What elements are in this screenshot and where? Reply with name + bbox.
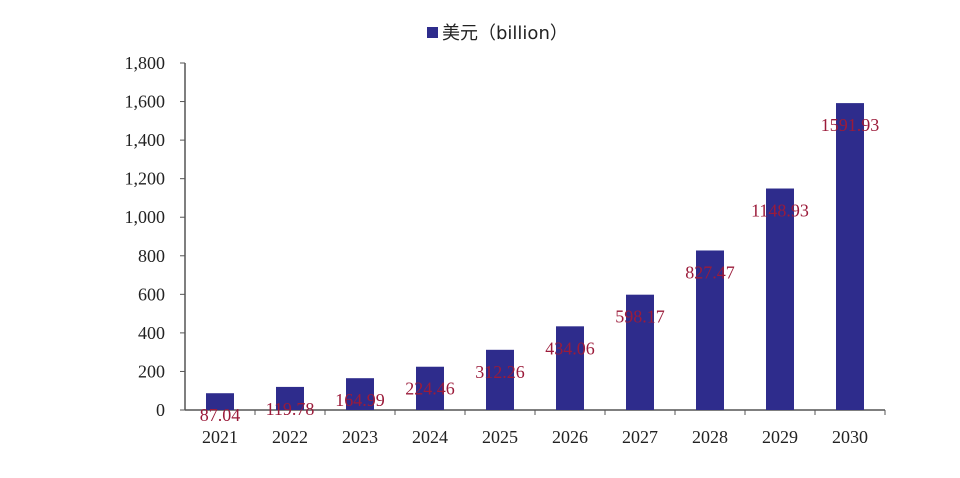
bar-2025: [486, 349, 514, 410]
data-label-2023: 164.99: [335, 390, 385, 410]
data-labels: 87.04 119.78 164.99 224.46 312.26 434.06 598.1…: [200, 115, 880, 425]
data-label-2022: 119.78: [266, 399, 315, 419]
y-tick-label: 1,600: [125, 92, 166, 112]
bar-2028: [696, 250, 724, 410]
y-tick-label: 800: [138, 246, 165, 266]
bar-2027: [626, 294, 654, 410]
y-tick-label: 1,200: [125, 169, 166, 189]
bar-2024: [416, 366, 444, 410]
legend-label: 美元（billion）: [442, 23, 568, 44]
bar-2029: [766, 188, 794, 410]
y-tick-label: 1,800: [125, 53, 166, 73]
x-tick-label: 2025: [482, 427, 518, 447]
data-label-2024: 224.46: [405, 379, 455, 399]
legend-swatch: [427, 27, 438, 38]
data-label-2025: 312.26: [475, 362, 525, 382]
y-tick-label: 400: [138, 323, 165, 343]
bars: [206, 103, 864, 411]
x-tick-label: 2022: [272, 427, 308, 447]
x-tick-label: 2021: [202, 427, 238, 447]
y-tick-label: 200: [138, 361, 165, 381]
x-tick-label: 2028: [692, 427, 728, 447]
data-label-2026: 434.06: [545, 338, 595, 358]
bar-2030: [836, 103, 864, 411]
x-tick-label: 2024: [412, 427, 448, 447]
data-label-2028: 827.47: [685, 262, 735, 282]
x-tick-label: 2027: [622, 427, 658, 447]
legend: 美元（billion）: [427, 23, 568, 44]
bar-2026: [556, 326, 584, 410]
y-tick-label: 0: [156, 400, 165, 420]
data-label-2029: 1148.93: [751, 201, 809, 221]
data-label-2027: 598.17: [615, 307, 665, 327]
x-tick-label: 2026: [552, 427, 588, 447]
data-label-2030: 1591.93: [821, 115, 880, 135]
x-tick-label: 2023: [342, 427, 378, 447]
data-label-2021: 87.04: [200, 405, 241, 425]
bar-2023: [346, 378, 374, 410]
y-tick-label: 1,400: [125, 130, 166, 150]
bar-2022: [276, 386, 304, 410]
y-tick-label: 1,000: [125, 207, 166, 227]
bar-2021: [206, 393, 234, 410]
x-tick-label: 2030: [832, 427, 868, 447]
x-tick-label: 2029: [762, 427, 798, 447]
y-tick-label: 600: [138, 284, 165, 304]
axes: 0 200 400 600 800 1,000 1,200 1,400 1,600 1,800 20…: [125, 53, 886, 447]
